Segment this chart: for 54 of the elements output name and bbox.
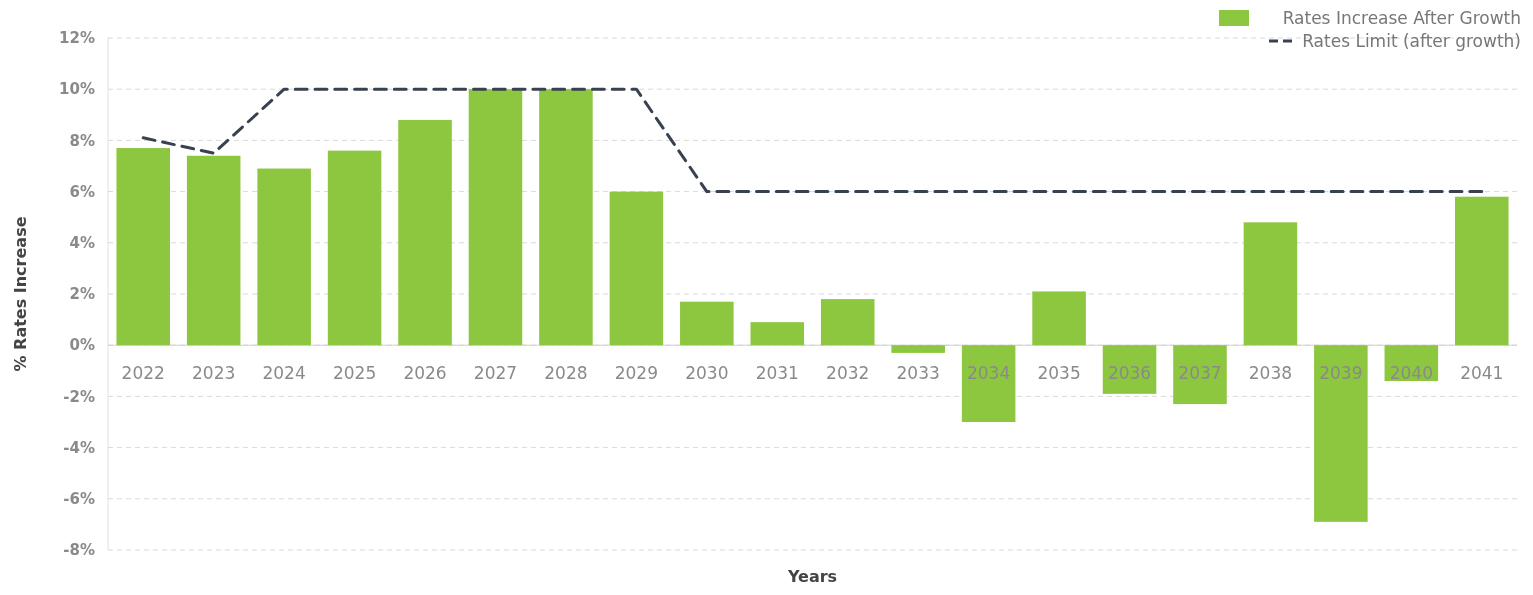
legend-label: Rates Increase After Growth (1282, 7, 1521, 28)
y-tick-label: -4% (63, 438, 95, 457)
x-tick-label: 2032 (826, 363, 870, 384)
bar (1455, 196, 1509, 346)
x-tick-label: 2037 (1178, 363, 1222, 384)
x-tick-label: 2033 (896, 363, 940, 384)
bar (820, 299, 875, 346)
bar (680, 301, 734, 346)
x-tick-label: 2028 (544, 363, 588, 384)
bar (1314, 345, 1368, 522)
y-axis-title: % Rates Increase (11, 216, 30, 372)
y-tick-label: 6% (69, 182, 95, 201)
x-tick-label: 2029 (614, 363, 659, 384)
y-tick-label: 8% (69, 131, 95, 150)
bar (1243, 222, 1298, 346)
bar (186, 155, 241, 346)
bar (1032, 291, 1086, 346)
x-tick-label: 2030 (685, 363, 729, 384)
line-series (141, 87, 1484, 194)
bar (116, 148, 170, 346)
x-tick-label: 2025 (332, 363, 377, 384)
x-tick-label: 2024 (262, 363, 306, 384)
x-tick-label: 2023 (192, 363, 236, 384)
x-tick-label: 2034 (966, 363, 1011, 384)
legend-label: Rates Limit (after growth) (1302, 30, 1521, 51)
x-tick-label: 2038 (1248, 363, 1293, 384)
y-tick-label: 2% (69, 285, 95, 304)
x-tick-label: 2041 (1460, 363, 1504, 384)
x-tick-label: 2036 (1107, 363, 1152, 384)
y-tick-label: 10% (59, 80, 95, 99)
bar (539, 89, 593, 346)
bar (398, 119, 452, 346)
bar (468, 89, 523, 346)
y-tick-label: -2% (63, 387, 95, 406)
x-tick-label: 2039 (1319, 363, 1363, 384)
bar (750, 322, 805, 346)
x-tick-label: 2040 (1389, 363, 1433, 384)
bar (891, 345, 945, 353)
bar (609, 191, 664, 346)
y-tick-label: 12% (59, 29, 95, 48)
x-axis-title: Years (786, 567, 838, 586)
y-tick-label: 4% (69, 234, 95, 253)
bar (1173, 345, 1227, 405)
bar (257, 168, 311, 346)
bar (961, 345, 1016, 422)
y-tick-label: -6% (63, 490, 95, 509)
x-tick-label: 2035 (1037, 363, 1081, 384)
x-tick-label: 2027 (473, 363, 518, 384)
y-tick-label: -8% (63, 541, 95, 560)
x-tick-label: 2022 (121, 363, 165, 384)
y-tick-label: 0% (69, 336, 95, 355)
x-tick-label: 2026 (403, 363, 447, 384)
x-tick-label: 2031 (755, 363, 799, 384)
bar (327, 150, 382, 346)
